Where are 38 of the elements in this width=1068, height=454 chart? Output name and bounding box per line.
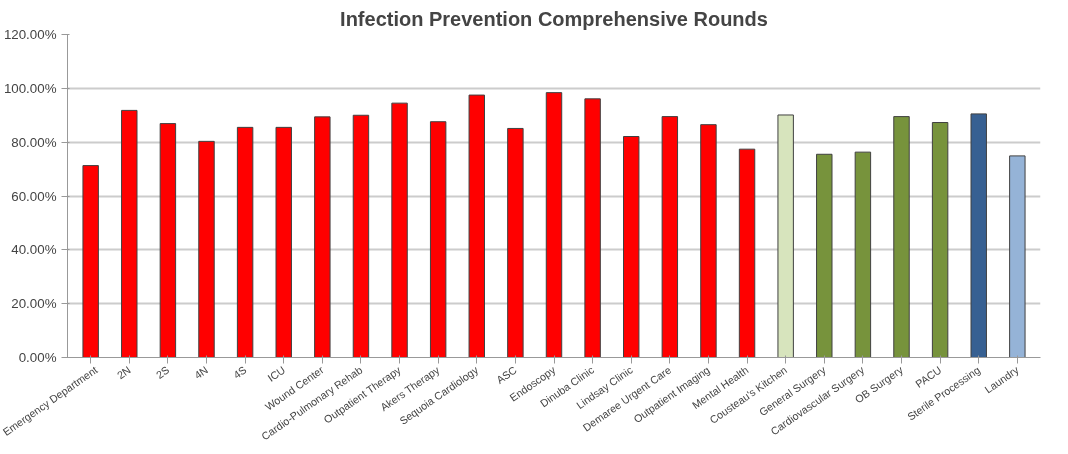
y-tick-label: 0.00% — [18, 350, 57, 365]
bar — [777, 114, 794, 358]
bar — [854, 151, 872, 358]
bar — [468, 94, 485, 358]
x-tick-label: 4N — [191, 363, 210, 382]
y-tick-label: 80.00% — [11, 134, 57, 150]
bar — [352, 114, 370, 358]
x-tick-label: 2N — [114, 363, 133, 382]
y-tick-label: 40.00% — [11, 242, 57, 258]
bar — [893, 116, 910, 358]
bar — [661, 116, 679, 358]
bar — [545, 92, 563, 358]
chart-title: Infection Prevention Comprehensive Rounds — [340, 7, 768, 30]
bar — [623, 136, 640, 358]
bar — [121, 109, 138, 358]
bar — [391, 102, 408, 358]
bar — [1009, 155, 1026, 358]
x-tick-label: 2S — [153, 363, 172, 381]
bar — [738, 148, 756, 358]
y-tick-label: 120.00% — [3, 27, 57, 42]
x-tick-label: 4S — [230, 363, 249, 381]
bar — [275, 126, 292, 358]
bar — [700, 124, 717, 358]
bar — [198, 140, 215, 358]
bar — [931, 122, 949, 358]
bar — [970, 113, 987, 358]
x-tick-label: ICU — [265, 363, 288, 384]
y-tick-label: 20.00% — [11, 296, 57, 312]
bar — [314, 116, 331, 358]
bar — [584, 98, 601, 358]
y-tick-label: 60.00% — [11, 188, 57, 204]
bar — [236, 126, 254, 358]
bar — [429, 121, 447, 358]
bar — [159, 123, 177, 358]
bar — [816, 153, 833, 358]
bar — [507, 127, 524, 358]
bar — [82, 165, 99, 358]
y-tick-label: 100.00% — [3, 80, 57, 96]
